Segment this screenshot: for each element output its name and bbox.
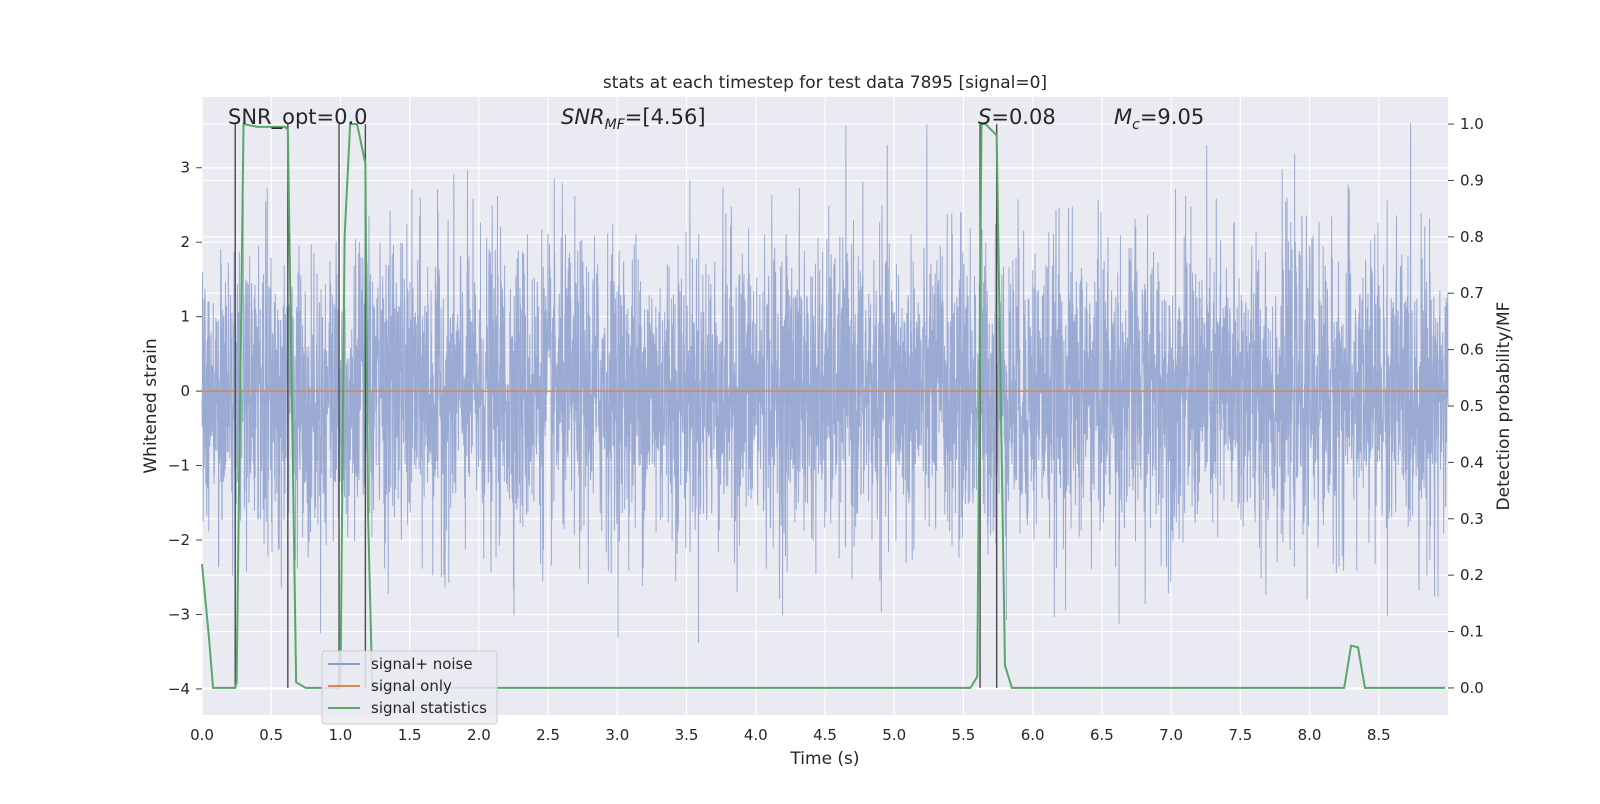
y-right-tick-label: 0.9	[1460, 171, 1484, 189]
x-tick-label: 0.0	[190, 726, 214, 744]
annotation-mc-value: =9.05	[1140, 105, 1204, 129]
chart-title: stats at each timestep for test data 789…	[603, 73, 1047, 93]
y-right-tick-label: 0.1	[1460, 623, 1484, 641]
annotation-s-value: =0.08	[991, 105, 1055, 129]
x-tick-label: 5.5	[952, 726, 976, 744]
x-tick-label: 6.0	[1021, 726, 1045, 744]
x-tick-label: 3.0	[605, 726, 629, 744]
y-right-tick-label: 0.3	[1460, 510, 1484, 528]
y-left-tick-label: −1	[168, 457, 190, 475]
y-axis-left-label: Whitened strain	[141, 338, 161, 473]
annotation-mc: Mc=9.05	[1114, 105, 1204, 133]
y-left-tick-label: 2	[180, 233, 190, 251]
signal-statistics-line	[201, 122, 1446, 689]
x-tick-label: 1.5	[398, 726, 422, 744]
x-tick-label: 7.5	[1228, 726, 1252, 744]
axis-layer: 0.0 0.5 1.0 1.5 2.0 2.5 3.0 3.5 4.0 4.5 5.0 5.5 6.0 6…	[168, 115, 1484, 744]
annotation-snr-mf-label: SNR	[561, 105, 605, 129]
x-tick-label: 2.5	[536, 726, 560, 744]
signal-statistics-series	[201, 122, 1446, 689]
annotation-snr-mf-sub: MF	[605, 117, 626, 133]
y-right-tick-label: 1.0	[1460, 115, 1484, 133]
annotation-snr-mf-value: =[4.56]	[625, 105, 706, 129]
y-right-tick-label: 0.0	[1460, 679, 1484, 697]
signal-noise-line	[201, 123, 1449, 655]
annotation-s-label: S	[978, 105, 991, 129]
legend-label-signal-only: signal only	[371, 677, 452, 695]
y-right-tick-label: 0.5	[1460, 397, 1484, 415]
legend-label-signal-statistics: signal statistics	[371, 699, 487, 717]
y-left-tick-label: −2	[168, 531, 190, 549]
y-right-tick-label: 0.7	[1460, 284, 1484, 302]
x-tick-label: 1.0	[329, 726, 353, 744]
annotations: SNR_opt=0.0 SNRMF=[4.56] S=0.08 Mc=9.05	[228, 105, 1204, 133]
annotation-snr-opt: SNR_opt=0.0	[228, 105, 368, 130]
y-axis-right-label: Detection probability/MF	[1494, 302, 1514, 511]
x-tick-label: 3.5	[675, 726, 699, 744]
y-left-tick-label: 3	[180, 159, 190, 177]
legend-label-signal-noise: signal+ noise	[371, 655, 473, 673]
y-left-tick-label: −3	[168, 605, 190, 623]
x-tick-label: 8.5	[1367, 726, 1391, 744]
x-axis-label: Time (s)	[789, 749, 859, 769]
x-tick-label: 4.5	[813, 726, 837, 744]
annotation-mc-sub: c	[1132, 117, 1140, 133]
y-left-tick-label: −4	[168, 680, 190, 698]
x-tick-label: 0.5	[259, 726, 283, 744]
annotation-s: S=0.08	[978, 105, 1056, 129]
annotation-mc-label: M	[1114, 105, 1132, 129]
y-right-tick-label: 0.2	[1460, 566, 1484, 584]
y-right-tick-label: 0.4	[1460, 453, 1484, 471]
x-tick-label: 8.0	[1298, 726, 1322, 744]
y-right-tick-label: 0.8	[1460, 228, 1484, 246]
y-left-tick-label: 0	[180, 382, 190, 400]
x-tick-label: 7.0	[1159, 726, 1183, 744]
x-tick-label: 5.0	[882, 726, 906, 744]
legend: signal+ noise signal only signal statist…	[321, 650, 498, 725]
y-right-tick-label: 0.6	[1460, 341, 1484, 359]
x-tick-label: 6.5	[1090, 726, 1114, 744]
legend-box	[321, 650, 498, 725]
x-tick-label: 2.0	[467, 726, 491, 744]
x-tick-label: 4.0	[744, 726, 768, 744]
signal-noise-series	[201, 123, 1449, 655]
annotation-snr-mf: SNRMF=[4.56]	[561, 105, 706, 133]
y-left-tick-label: 1	[180, 308, 190, 326]
